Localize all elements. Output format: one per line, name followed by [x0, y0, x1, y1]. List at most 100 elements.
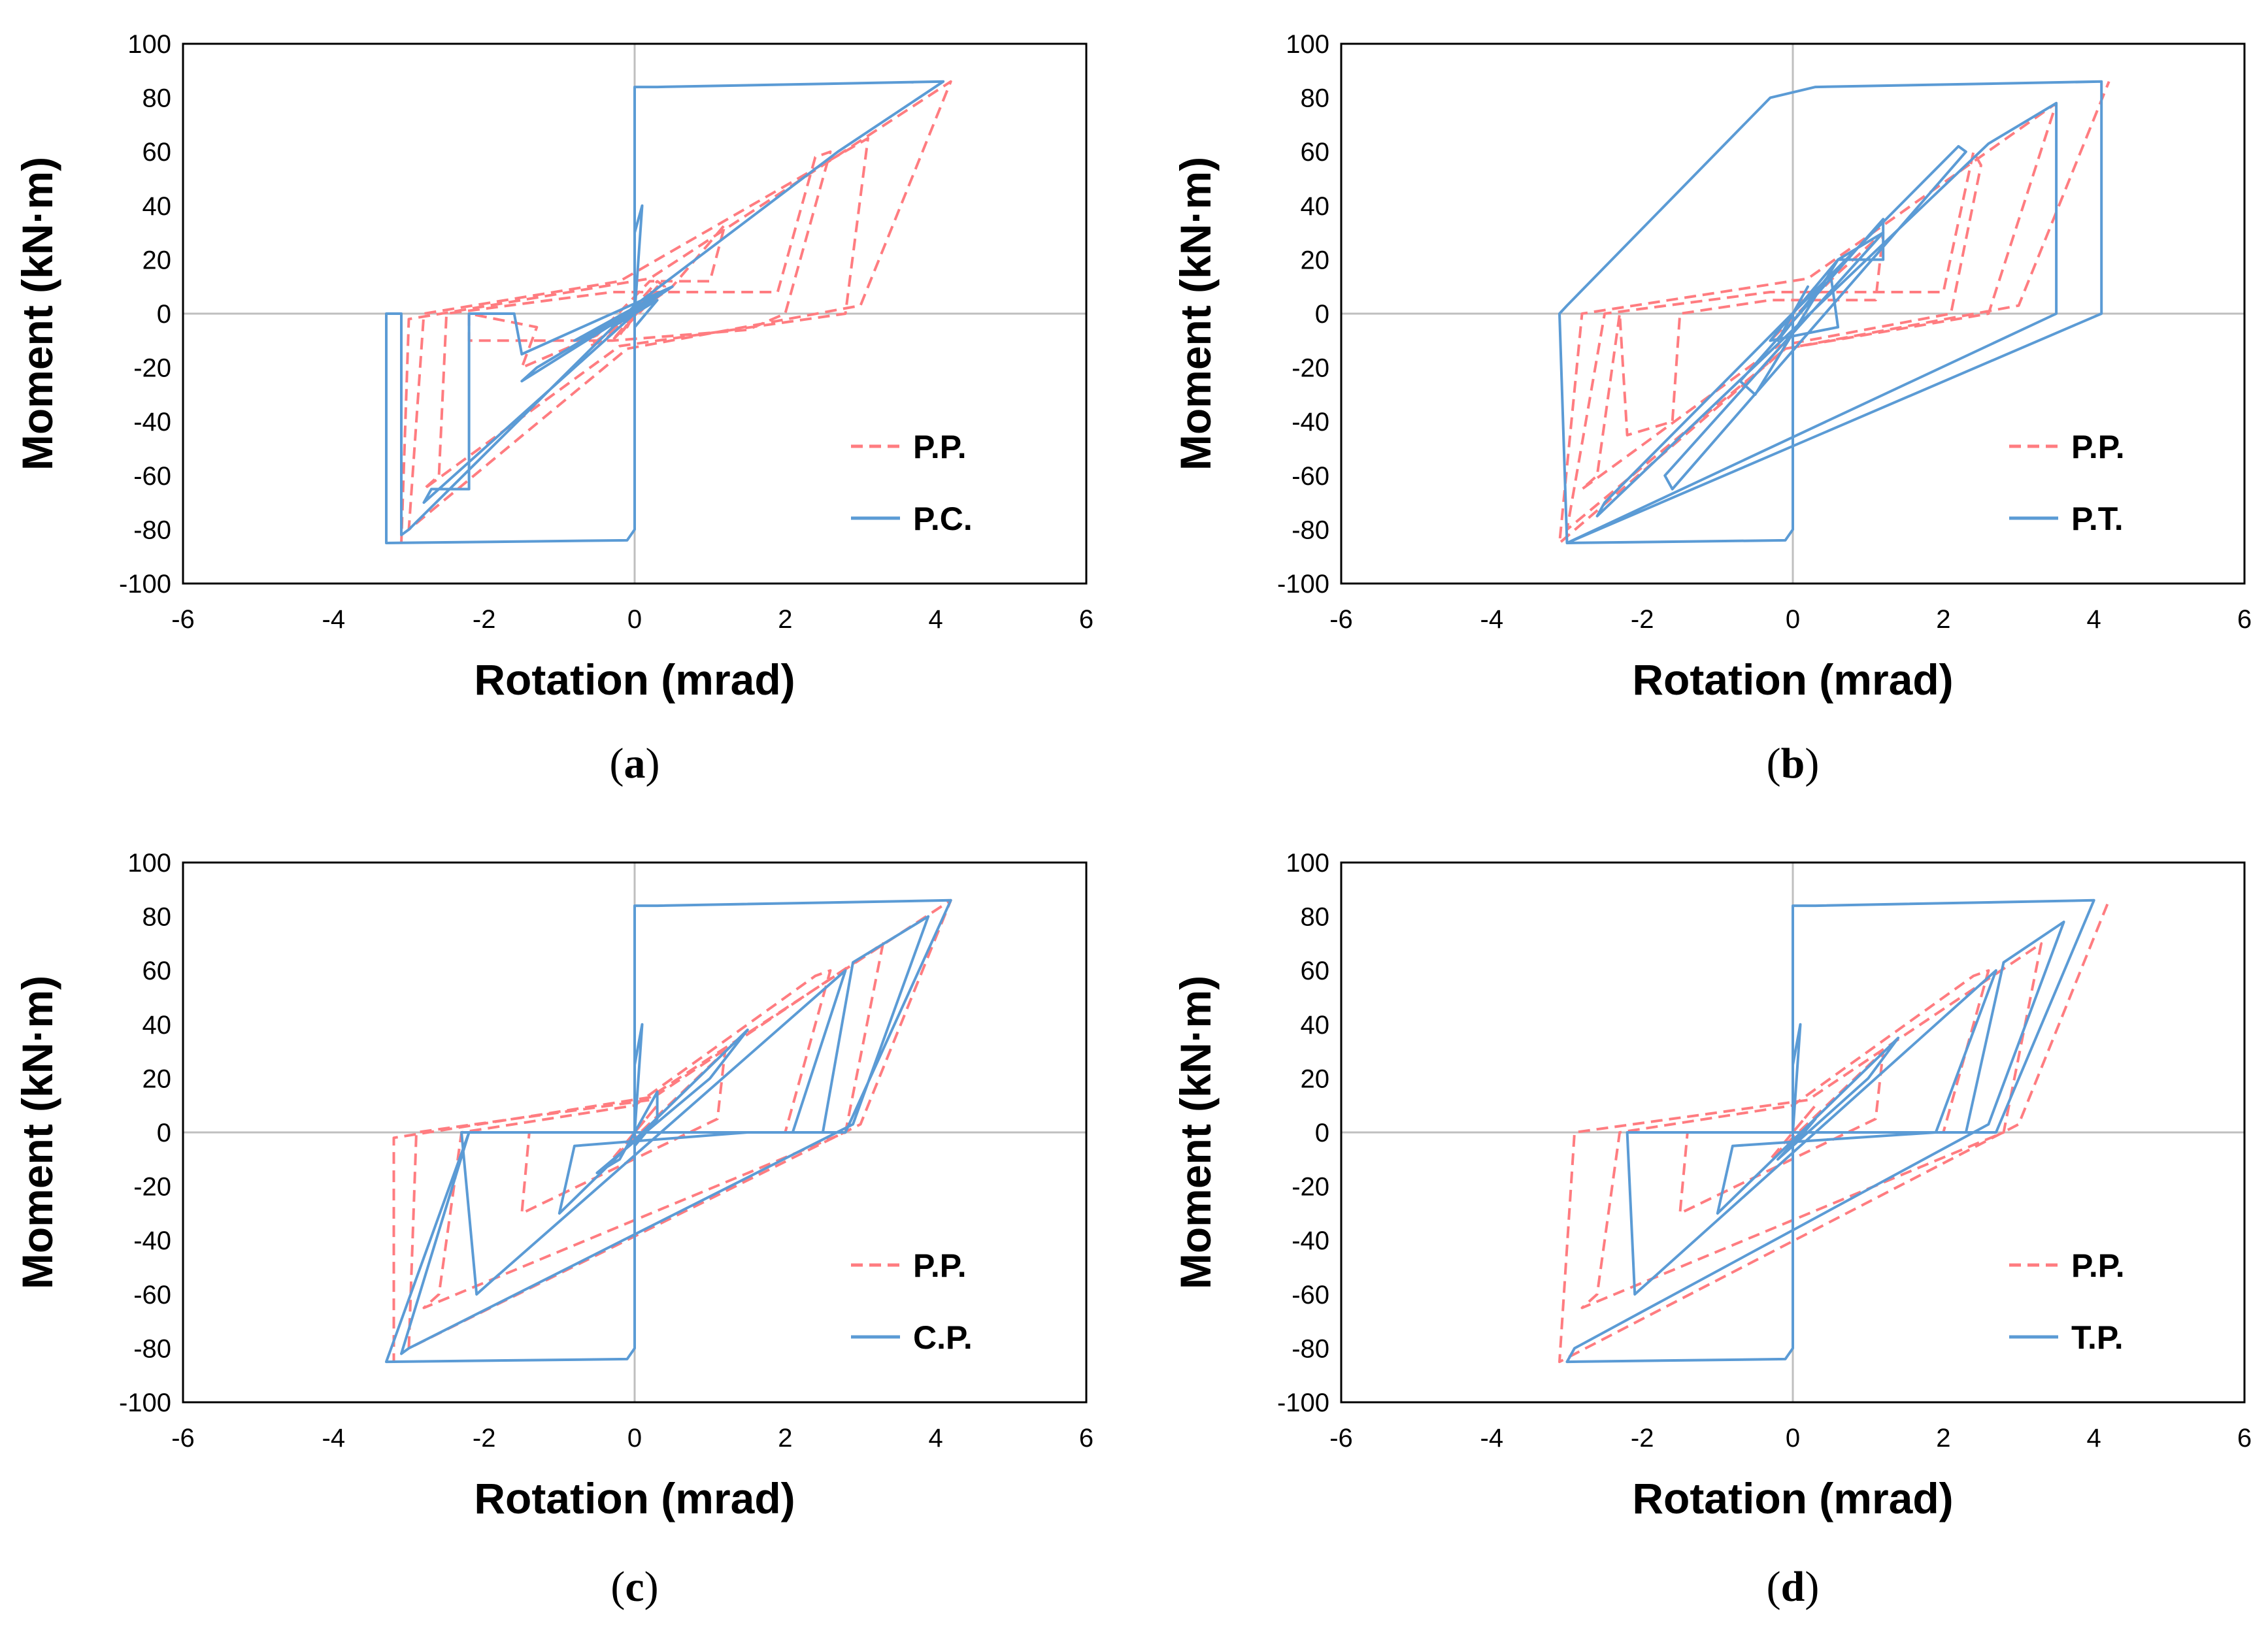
panel-caption: (c)	[610, 1563, 658, 1611]
y-tick-label: -60	[133, 462, 171, 491]
y-tick-label: 60	[1301, 138, 1330, 167]
y-tick-label: 60	[1301, 957, 1330, 985]
x-tick-label: -2	[473, 1424, 496, 1453]
caption-paren-open: (	[1767, 1563, 1781, 1611]
x-tick-label: -4	[1480, 1424, 1504, 1453]
x-tick-label: 6	[1079, 1424, 1093, 1453]
y-tick-label: 40	[142, 1011, 172, 1040]
x-tick-label: -4	[322, 1424, 346, 1453]
legend-label: C.P.	[913, 1319, 973, 1356]
series-line-pp	[392, 898, 952, 1362]
y-tick-label: 100	[1286, 30, 1329, 59]
y-tick-label: 80	[1301, 84, 1330, 113]
y-tick-label: -20	[1292, 354, 1329, 383]
y-tick-label: 80	[1301, 903, 1330, 932]
x-axis-title: Rotation (mrad)	[1632, 655, 1953, 704]
y-tick-label: 80	[142, 84, 172, 113]
x-tick-label: 2	[1936, 605, 1950, 634]
x-tick-label: -6	[1329, 605, 1353, 634]
y-tick-label: -100	[119, 570, 171, 599]
y-tick-label: -60	[1292, 462, 1329, 491]
y-tick-label: -80	[1292, 1334, 1329, 1363]
y-tick-label: 0	[157, 1119, 171, 1147]
y-axis-title: Moment (kN·m)	[13, 157, 61, 470]
caption-letter: d	[1781, 1563, 1805, 1611]
series-line-pp	[1558, 900, 2110, 1364]
y-tick-label: -20	[133, 354, 171, 383]
legend-label: P.P.	[2071, 1247, 2125, 1284]
legend-label: T.P.	[2071, 1319, 2124, 1356]
legend-label: P.P.	[913, 429, 967, 465]
panel-caption: (a)	[610, 740, 660, 787]
y-tick-label: -80	[133, 516, 171, 544]
y-tick-label: 100	[127, 30, 171, 59]
y-tick-label: 20	[1301, 1064, 1330, 1093]
y-tick-label: -40	[133, 1226, 171, 1255]
caption-letter: b	[1781, 740, 1805, 787]
y-tick-label: -100	[1277, 1389, 1329, 1417]
series-line-pp	[400, 80, 952, 544]
y-tick-label: 80	[142, 903, 172, 932]
panel-caption: (b)	[1767, 740, 1820, 787]
y-tick-label: 0	[1315, 1119, 1329, 1147]
y-tick-label: -20	[1292, 1173, 1329, 1202]
caption-paren-close: )	[644, 1563, 659, 1611]
plot-frame	[182, 42, 1088, 585]
y-tick-label: -20	[133, 1173, 171, 1202]
y-tick-label: -100	[1277, 570, 1329, 599]
y-tick-label: 20	[142, 1064, 172, 1093]
x-tick-label: 2	[778, 605, 792, 634]
legend-label: P.P.	[913, 1247, 967, 1284]
series-line-cp	[385, 898, 952, 1364]
legend-label: P.P.	[2071, 429, 2125, 465]
y-axis-title: Moment (kN·m)	[1171, 976, 1220, 1289]
y-tick-label: 60	[142, 138, 172, 167]
x-axis-title: Rotation (mrad)	[474, 655, 795, 704]
legend-label: P.T.	[2071, 501, 2124, 537]
x-tick-label: -2	[473, 605, 496, 634]
x-tick-label: 0	[627, 1424, 642, 1453]
y-tick-label: -40	[1292, 1226, 1329, 1255]
y-tick-label: -80	[1292, 516, 1329, 544]
series-line-pp	[1558, 81, 2110, 544]
x-tick-label: 6	[2237, 1424, 2252, 1453]
y-tick-label: 40	[1301, 192, 1330, 221]
y-tick-label: 20	[1301, 246, 1330, 274]
series-line-pt	[1558, 80, 2103, 544]
y-tick-label: 60	[142, 957, 172, 985]
plot-frame	[182, 861, 1088, 1404]
y-tick-label: -60	[1292, 1281, 1329, 1309]
x-tick-label: -2	[1631, 605, 1654, 634]
x-tick-label: 6	[1079, 605, 1093, 634]
x-tick-label: 2	[1936, 1424, 1950, 1453]
series-line-tp	[1565, 898, 2095, 1364]
series-line-pc	[385, 80, 945, 544]
caption-letter: c	[625, 1563, 644, 1611]
y-tick-label: 100	[1286, 849, 1329, 878]
caption-paren-close: )	[1805, 740, 1819, 787]
x-tick-label: 0	[1786, 605, 1800, 634]
y-tick-label: -40	[1292, 408, 1329, 436]
caption-paren-close: )	[646, 740, 660, 787]
y-tick-label: 100	[127, 849, 171, 878]
x-axis-title: Rotation (mrad)	[1632, 1474, 1953, 1522]
y-tick-label: 20	[142, 246, 172, 274]
x-tick-label: 0	[1786, 1424, 1800, 1453]
caption-paren-open: (	[610, 740, 624, 787]
y-tick-label: 0	[1315, 300, 1329, 329]
x-tick-label: -6	[1329, 1424, 1353, 1453]
x-tick-label: 4	[2087, 1424, 2101, 1453]
caption-paren-open: (	[1767, 740, 1781, 787]
y-tick-label: 40	[1301, 1011, 1330, 1040]
x-tick-label: 6	[2237, 605, 2252, 634]
y-tick-label: -80	[133, 1334, 171, 1363]
x-tick-label: -6	[171, 605, 195, 634]
x-tick-label: -2	[1631, 1424, 1654, 1453]
x-tick-label: -4	[1480, 605, 1504, 634]
plot-frame	[1340, 42, 2246, 585]
caption-paren-close: )	[1805, 1563, 1819, 1611]
